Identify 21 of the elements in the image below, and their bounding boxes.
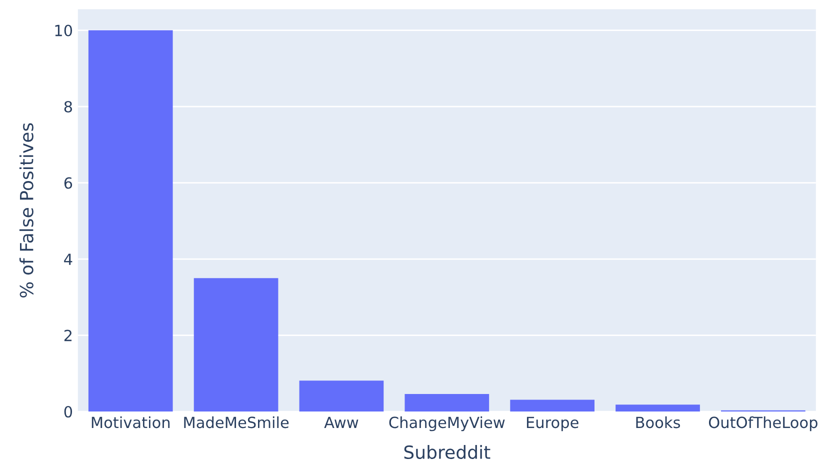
- bar: [88, 30, 173, 412]
- x-tick-label: MadeMeSmile: [184, 416, 289, 428]
- x-tick-label: Europe: [526, 416, 578, 432]
- y-tick-label: 10: [55, 24, 72, 36]
- y-axis-title: % of False Positives: [19, 123, 34, 298]
- bar: [510, 400, 594, 412]
- y-tick-label: 4: [64, 254, 72, 265]
- y-tick-label: 6: [64, 177, 72, 189]
- bar: [404, 394, 490, 412]
- x-tick-label: Books: [636, 416, 680, 428]
- x-axis-title: Subreddit: [404, 445, 490, 460]
- x-tick-label: Aww: [324, 416, 358, 428]
- bar: [299, 380, 384, 412]
- y-tick-label: 0: [64, 406, 72, 418]
- x-tick-label: OutOfTheLoop: [708, 416, 818, 432]
- bar: [194, 278, 278, 412]
- y-tick-label: 8: [64, 100, 72, 113]
- x-tick-label: ChangeMyView: [389, 416, 505, 432]
- y-tick-label: 2: [64, 330, 72, 342]
- x-tick-label: Motivation: [92, 416, 170, 428]
- bar: [616, 404, 700, 412]
